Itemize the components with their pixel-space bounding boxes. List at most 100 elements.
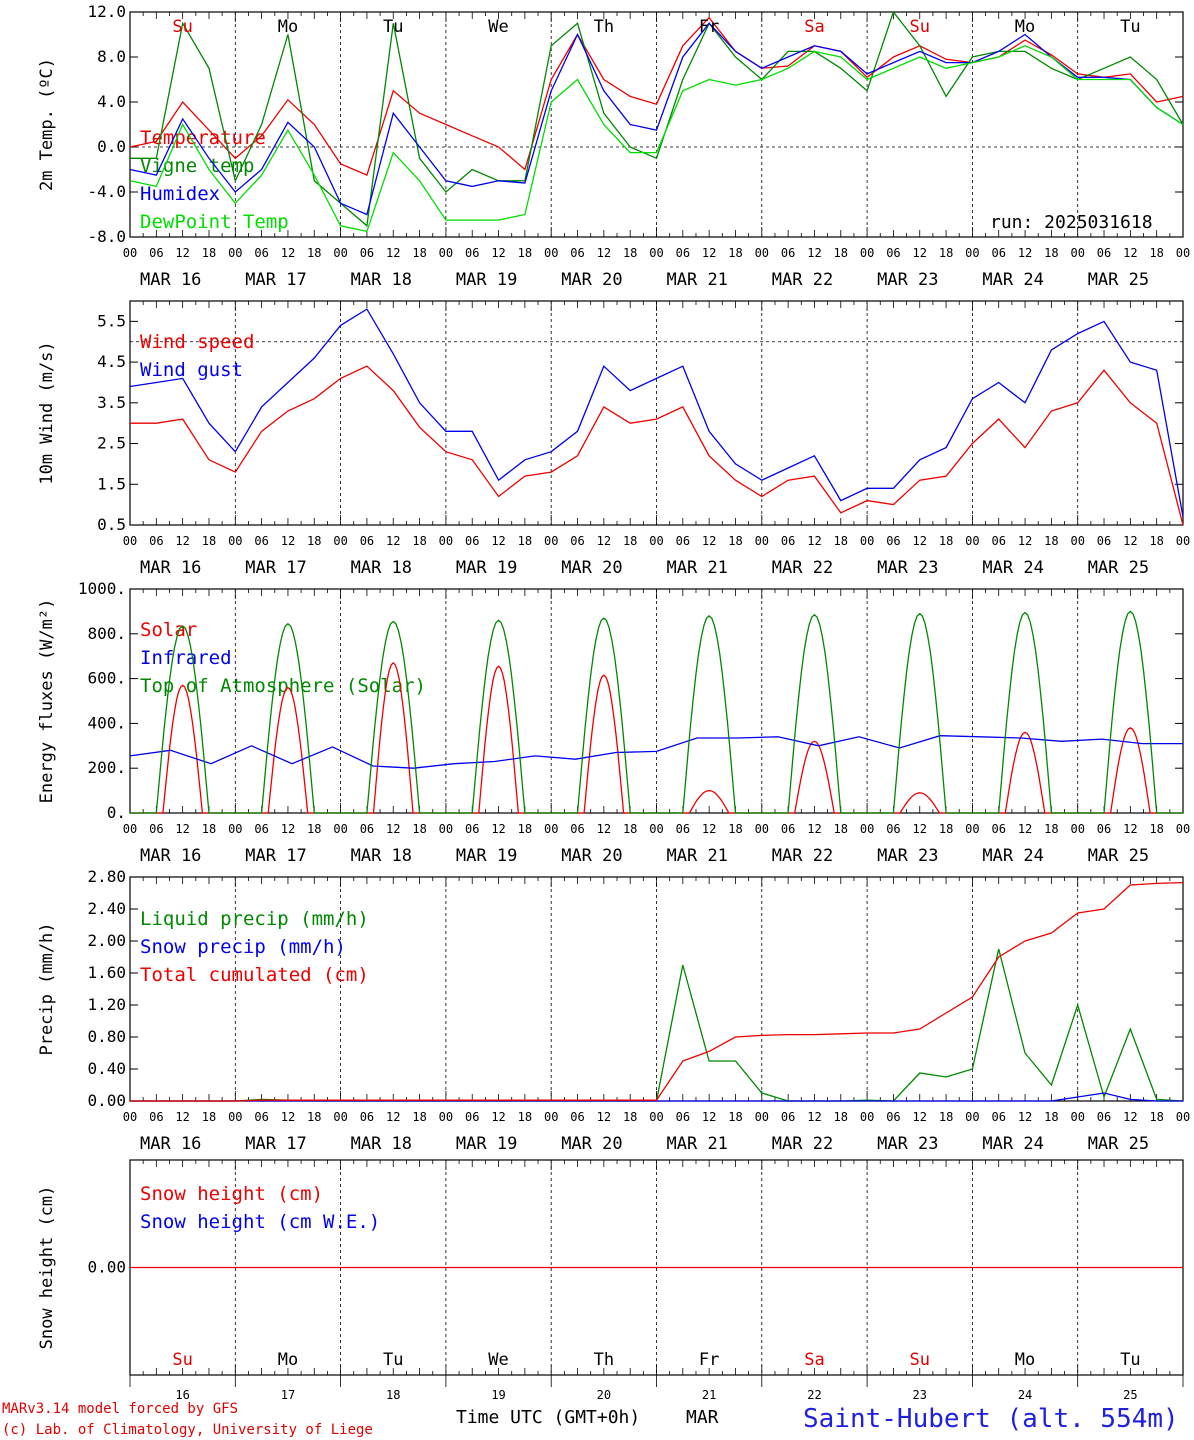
hour-tick-label: 06 xyxy=(1097,246,1111,260)
date-label: MAR 25 xyxy=(1088,1134,1149,1154)
date-label: MAR 25 xyxy=(1088,270,1149,290)
date-label: MAR 24 xyxy=(982,270,1043,290)
date-label: MAR 24 xyxy=(982,1134,1043,1154)
hour-tick-label: 06 xyxy=(991,1110,1005,1124)
hour-tick-label: 18 xyxy=(939,534,953,548)
day-name-label: Sa xyxy=(804,17,824,37)
hour-tick-label: 00 xyxy=(439,246,453,260)
y-tick-label: 0.5 xyxy=(97,515,126,534)
series-line xyxy=(129,45,1184,233)
hour-tick-label: 18 xyxy=(518,1110,532,1124)
series-line xyxy=(130,610,1183,814)
hour-tick-label: 00 xyxy=(123,822,137,836)
hour-tick-label: 06 xyxy=(465,534,479,548)
hour-tick-label: 12 xyxy=(597,822,611,836)
hour-tick-label: 00 xyxy=(228,246,242,260)
day-name-label: Mo xyxy=(1015,1350,1035,1370)
hour-tick-label: 18 xyxy=(1149,1110,1163,1124)
hour-tick-label: 00 xyxy=(860,246,874,260)
hour-tick-label: 06 xyxy=(254,534,268,548)
date-label: MAR 22 xyxy=(772,558,833,578)
day-number-label: 23 xyxy=(913,1388,927,1402)
hour-tick-label: 12 xyxy=(807,1110,821,1124)
hour-tick-label: 06 xyxy=(465,822,479,836)
y-tick-label: 600. xyxy=(87,669,126,688)
y-tick-label: 0.40 xyxy=(87,1059,126,1078)
hour-tick-label: 06 xyxy=(360,822,374,836)
hour-tick-label: 00 xyxy=(755,1110,769,1124)
hour-tick-label: 00 xyxy=(228,822,242,836)
hour-tick-label: 18 xyxy=(728,534,742,548)
series-line xyxy=(130,1092,1183,1102)
panel-frame xyxy=(129,300,1184,526)
hour-tick-label: 12 xyxy=(491,534,505,548)
hour-tick-label: 18 xyxy=(728,822,742,836)
hour-tick-label: 18 xyxy=(834,246,848,260)
day-name-label: Fr xyxy=(699,17,719,37)
day-number-label: 25 xyxy=(1123,1388,1137,1402)
date-label: MAR 22 xyxy=(772,846,833,866)
hour-tick-label: 00 xyxy=(649,534,663,548)
hour-tick-label: 06 xyxy=(360,534,374,548)
hour-tick-label: 00 xyxy=(755,822,769,836)
hour-tick-label: 18 xyxy=(1044,822,1058,836)
hour-tick-label: 18 xyxy=(939,246,953,260)
hour-tick-label: 00 xyxy=(649,822,663,836)
hour-tick-label: 00 xyxy=(439,822,453,836)
legend-entry: Humidex xyxy=(140,183,220,205)
hour-tick-label: 06 xyxy=(254,822,268,836)
hour-tick-label: 06 xyxy=(149,246,163,260)
hour-tick-label: 06 xyxy=(360,246,374,260)
hour-tick-label: 12 xyxy=(597,246,611,260)
day-name-label: Su xyxy=(910,17,930,37)
hour-tick-label: 00 xyxy=(544,534,558,548)
hour-tick-label: 12 xyxy=(1123,822,1137,836)
date-label: MAR 19 xyxy=(456,846,517,866)
y-tick-label: 8.0 xyxy=(97,47,126,66)
day-name-label: Mo xyxy=(1015,17,1035,37)
hour-tick-label: 06 xyxy=(1097,1110,1111,1124)
hour-tick-label: 12 xyxy=(175,534,189,548)
date-label: MAR 25 xyxy=(1088,846,1149,866)
hour-tick-label: 12 xyxy=(1018,246,1032,260)
day-name-label: Fr xyxy=(699,1350,719,1370)
y-tick-label: 0.0 xyxy=(97,137,126,156)
y-tick-label: 0.00 xyxy=(87,1258,126,1277)
y-tick-label: 2.5 xyxy=(97,434,126,453)
hour-tick-label: 12 xyxy=(702,246,716,260)
y-tick-label: 2.80 xyxy=(87,867,126,886)
hour-tick-label: 18 xyxy=(202,1110,216,1124)
y-tick-label: 0.00 xyxy=(87,1091,126,1110)
hour-tick-label: 12 xyxy=(386,1110,400,1124)
hour-tick-label: 00 xyxy=(965,246,979,260)
hour-tick-label: 18 xyxy=(307,822,321,836)
hour-tick-label: 12 xyxy=(913,1110,927,1124)
hour-tick-label: 00 xyxy=(965,1110,979,1124)
hour-tick-label: 00 xyxy=(1176,822,1190,836)
hour-tick-label: 00 xyxy=(860,822,874,836)
hour-tick-label: 12 xyxy=(281,822,295,836)
hour-tick-label: 06 xyxy=(570,822,584,836)
hour-tick-label: 12 xyxy=(913,822,927,836)
y-tick-label: 200. xyxy=(87,758,126,777)
hour-tick-label: 12 xyxy=(491,822,505,836)
y-tick-label: -4.0 xyxy=(87,182,126,201)
day-name-label: Tu xyxy=(1120,17,1140,37)
y-axis-label: 2m Temp. (ºC) xyxy=(37,58,57,191)
day-name-label: Sa xyxy=(804,1350,824,1370)
date-label: MAR 16 xyxy=(140,846,201,866)
day-number-label: 24 xyxy=(1018,1388,1032,1402)
model-credit: MARv3.14 model forced by GFS xyxy=(2,1401,238,1417)
hour-tick-label: 12 xyxy=(175,822,189,836)
y-tick-label: 0. xyxy=(107,803,126,822)
hour-tick-label: 06 xyxy=(886,1110,900,1124)
hour-tick-label: 18 xyxy=(834,1110,848,1124)
hour-tick-label: 12 xyxy=(281,1110,295,1124)
date-label: MAR 20 xyxy=(561,1134,622,1154)
y-tick-label: 1.20 xyxy=(87,995,126,1014)
series-line xyxy=(129,22,1184,216)
date-label: MAR 17 xyxy=(245,846,306,866)
date-label: MAR 25 xyxy=(1088,558,1149,578)
date-label: MAR 22 xyxy=(772,270,833,290)
